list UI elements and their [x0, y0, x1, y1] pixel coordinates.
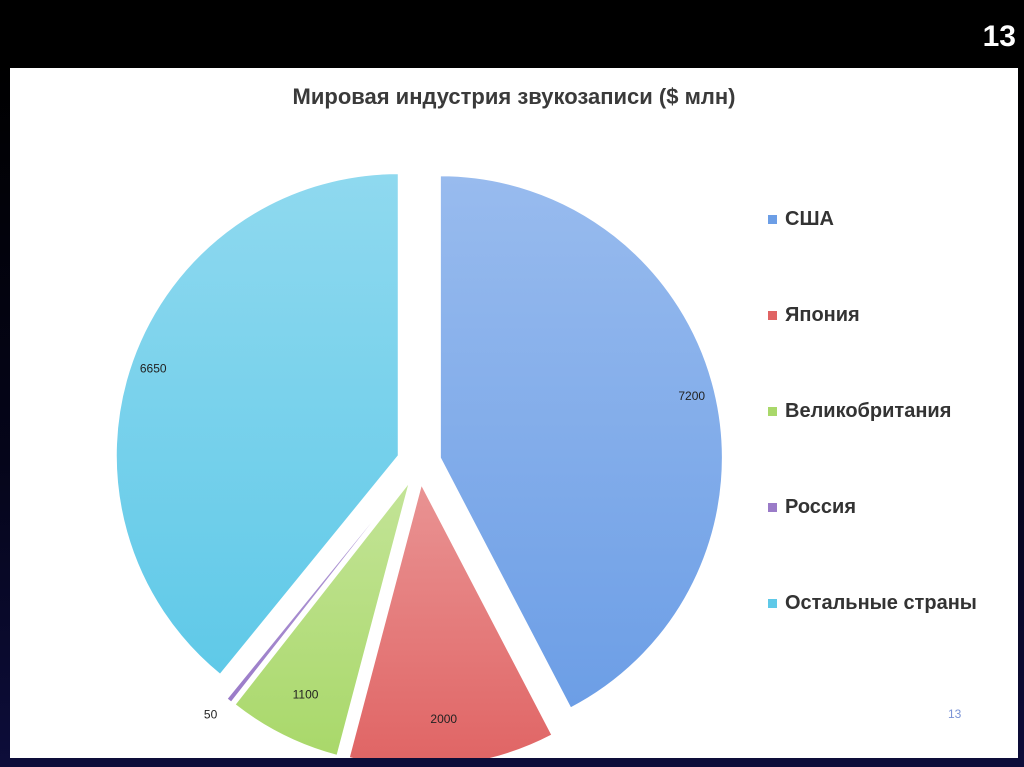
legend-swatch: [768, 311, 777, 320]
data-label-1: 2000: [430, 712, 457, 726]
pie-slice-3: [226, 479, 406, 703]
pie-slice-4: [115, 173, 399, 675]
chart-legend: США Япония Великобритания Россия Остальные с…: [768, 208, 1018, 688]
legend-label: Остальные страны: [785, 592, 977, 614]
pie-chart: 7200 2000 1100 50 6650: [115, 173, 723, 758]
data-label-4: 6650: [140, 362, 167, 376]
legend-label: Япония: [785, 304, 860, 326]
chart-panel: Мировая индустрия звукозаписи ($ млн) 72…: [10, 68, 1018, 758]
chart-title: Мировая индустрия звукозаписи ($ млн): [292, 84, 736, 109]
legend-item: США: [768, 208, 1018, 304]
data-label-0: 7200: [678, 389, 705, 403]
legend-item: Россия: [768, 496, 1018, 592]
legend-item: Япония: [768, 304, 1018, 400]
slide-number: 13: [982, 20, 1016, 53]
page-footnote: 13: [948, 707, 962, 721]
data-label-3: 50: [204, 707, 218, 721]
legend-swatch: [768, 599, 777, 608]
legend-item: Остальные страны: [768, 592, 1018, 688]
data-label-2: 1100: [293, 688, 319, 702]
pie-slice-0: [439, 175, 723, 709]
legend-label: США: [785, 208, 834, 230]
legend-swatch: [768, 503, 777, 512]
pie-slice-2: [234, 482, 410, 756]
legend-label: Великобритания: [785, 400, 952, 422]
legend-label: Россия: [785, 496, 857, 518]
pie-slice-1: [348, 483, 553, 758]
legend-item: Великобритания: [768, 400, 1018, 496]
legend-swatch: [768, 215, 777, 224]
legend-swatch: [768, 407, 777, 416]
